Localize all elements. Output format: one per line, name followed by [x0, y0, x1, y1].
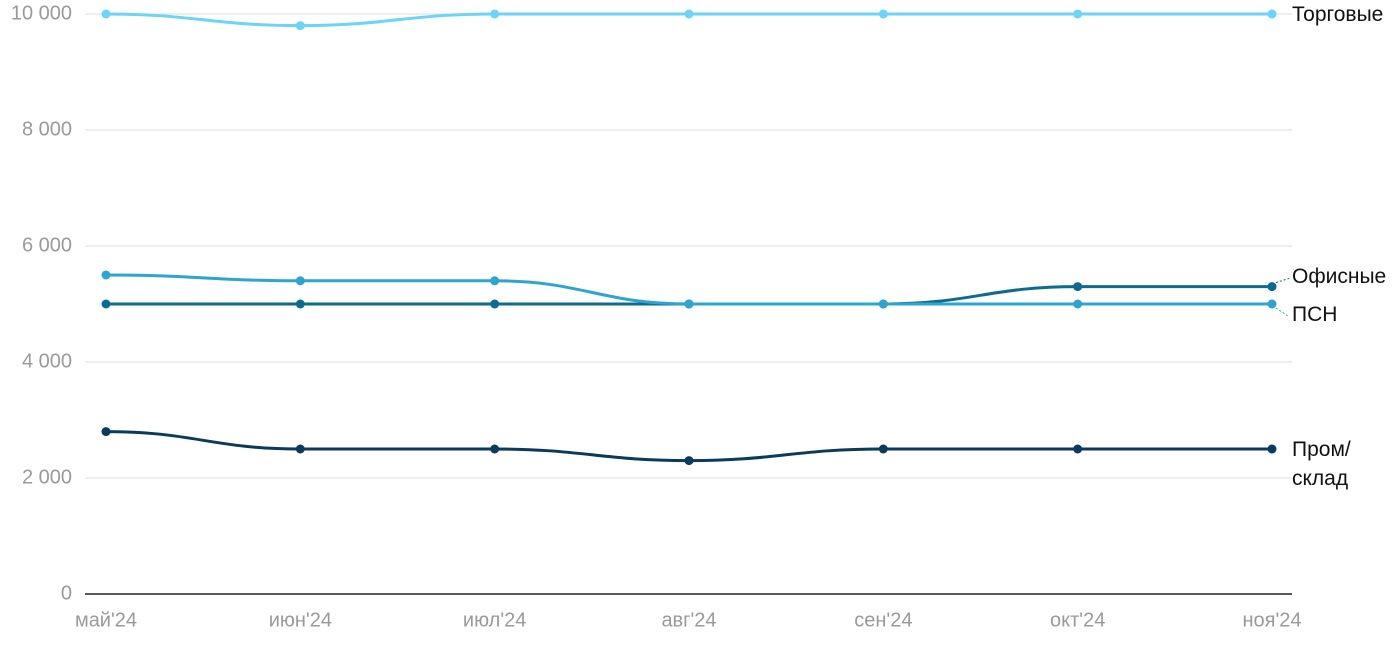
point: [1073, 299, 1083, 309]
series-label: Торговые: [1292, 3, 1384, 26]
x-tick-label: июл'24: [463, 609, 526, 631]
point: [684, 9, 694, 19]
point: [1073, 282, 1083, 292]
leader: [1275, 277, 1291, 284]
point: [101, 427, 111, 437]
point: [1267, 299, 1277, 309]
point: [490, 444, 500, 454]
point: [878, 9, 888, 19]
x-tick-label: окт'24: [1050, 609, 1105, 631]
x-tick-label: авг'24: [661, 609, 716, 631]
series-label: Пром/ склад: [1292, 438, 1351, 490]
y-tick-label: 8 000: [22, 118, 72, 140]
y-tick-label: 10 000: [11, 2, 72, 24]
point: [295, 444, 305, 454]
series-label: Офисные: [1292, 265, 1387, 288]
point: [1267, 9, 1277, 19]
x-tick-label: сен'24: [854, 609, 912, 631]
leader: [1275, 307, 1289, 317]
y-tick-label: 6 000: [22, 234, 72, 256]
y-tick-label: 4 000: [22, 350, 72, 372]
point: [101, 270, 111, 280]
x-tick-label: июн'24: [269, 609, 332, 631]
point: [684, 456, 694, 466]
point: [101, 9, 111, 19]
point: [684, 299, 694, 309]
point: [878, 299, 888, 309]
point: [490, 9, 500, 19]
series-label: ПСН: [1292, 303, 1338, 326]
point: [1267, 444, 1277, 454]
point: [490, 299, 500, 309]
point: [1267, 282, 1277, 292]
y-tick-label: 2 000: [22, 466, 72, 488]
point: [101, 299, 111, 309]
point: [1073, 444, 1083, 454]
point: [1073, 9, 1083, 19]
x-tick-label: май'24: [75, 609, 137, 631]
point: [295, 299, 305, 309]
point: [878, 444, 888, 454]
y-tick-label: 0: [61, 582, 72, 604]
point: [295, 21, 305, 31]
point: [295, 276, 305, 286]
point: [490, 276, 500, 286]
x-tick-label: ноя'24: [1242, 609, 1301, 631]
